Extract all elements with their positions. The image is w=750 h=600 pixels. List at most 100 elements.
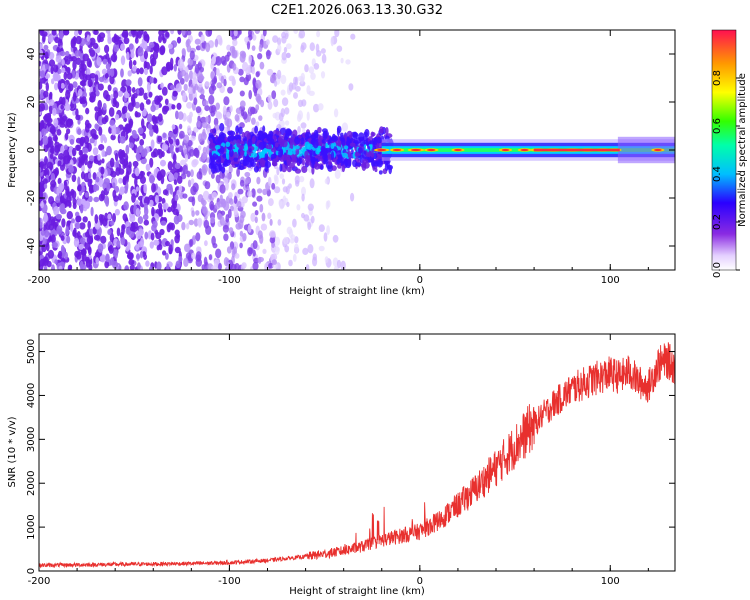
- noise-speckle: [204, 105, 210, 112]
- spectrogram-y-label: Frequency (Hz): [7, 112, 18, 188]
- noise-speckle: [345, 59, 351, 65]
- y-tick-label: 2000: [26, 470, 37, 495]
- noise-speckle: [316, 30, 321, 38]
- noise-speckle: [79, 237, 86, 245]
- noise-speckle: [309, 178, 315, 189]
- noise-speckle: [223, 96, 230, 106]
- noise-speckle: [256, 195, 263, 202]
- noise-speckle: [320, 48, 326, 54]
- noise-speckle: [158, 34, 163, 43]
- noise-speckle: [183, 83, 188, 92]
- noise-speckle: [44, 156, 48, 166]
- signal-speckle: [282, 139, 288, 148]
- noise-speckle: [220, 75, 225, 84]
- colorbar-label: Normalized spectral amplitude: [737, 73, 748, 227]
- noise-speckle: [170, 30, 174, 35]
- noise-speckle: [115, 167, 121, 176]
- noise-speckle: [85, 123, 90, 133]
- noise-speckle: [58, 182, 65, 191]
- noise-speckle: [143, 34, 150, 42]
- noise-speckle: [248, 247, 254, 255]
- signal-speckle: [214, 145, 221, 150]
- snr-plot-area: [39, 334, 675, 571]
- noise-speckle: [135, 243, 140, 251]
- noise-speckle: [71, 190, 77, 199]
- noise-speckle: [188, 196, 195, 203]
- noise-speckle: [310, 72, 316, 80]
- noise-speckle: [123, 201, 129, 211]
- noise-speckle: [128, 127, 132, 133]
- noise-speckle: [173, 179, 178, 186]
- noise-speckle: [126, 86, 132, 93]
- noise-speckle: [293, 76, 298, 85]
- y-tick-label: 1000: [26, 514, 37, 539]
- noise-speckle: [156, 173, 163, 181]
- noise-speckle: [313, 63, 320, 70]
- noise-speckle: [74, 222, 81, 230]
- noise-speckle: [245, 67, 251, 76]
- noise-speckle: [69, 222, 74, 232]
- noise-speckle: [293, 30, 299, 34]
- signal-speckle: [265, 144, 273, 150]
- noise-speckle: [267, 176, 272, 187]
- signal-speckle: [244, 143, 248, 151]
- noise-speckle: [236, 167, 241, 177]
- noise-speckle: [293, 92, 298, 99]
- noise-speckle: [135, 253, 141, 260]
- noise-speckle: [265, 39, 270, 46]
- noise-speckle: [145, 163, 151, 172]
- noise-speckle: [64, 50, 70, 57]
- noise-speckle: [150, 139, 155, 149]
- noise-speckle: [271, 182, 276, 190]
- noise-speckle: [110, 220, 115, 226]
- noise-speckle: [262, 30, 267, 37]
- noise-speckle: [155, 126, 159, 134]
- noise-speckle: [77, 128, 82, 136]
- noise-speckle: [252, 240, 258, 250]
- signal-speckle: [359, 138, 366, 147]
- noise-speckle: [128, 59, 133, 70]
- noise-speckle: [273, 98, 279, 108]
- noise-speckle: [144, 231, 149, 240]
- noise-speckle: [205, 42, 211, 53]
- noise-speckle: [98, 144, 105, 151]
- noise-speckle: [204, 181, 211, 190]
- noise-speckle: [66, 211, 74, 220]
- noise-speckle: [48, 59, 56, 67]
- noise-speckle: [104, 44, 110, 54]
- noise-speckle: [324, 256, 329, 263]
- noise-speckle: [159, 45, 166, 55]
- noise-speckle: [187, 87, 194, 94]
- noise-speckle: [178, 256, 183, 263]
- noise-speckle: [68, 118, 74, 126]
- noise-speckle: [228, 165, 233, 174]
- noise-speckle: [171, 104, 176, 110]
- noise-speckle: [81, 164, 85, 173]
- noise-speckle: [202, 100, 209, 106]
- noise-speckle: [199, 94, 205, 100]
- noise-speckle: [97, 154, 101, 161]
- noise-speckle: [334, 169, 341, 180]
- noise-speckle: [56, 129, 62, 136]
- noise-speckle: [43, 265, 48, 270]
- noise-speckle: [117, 90, 124, 97]
- noise-speckle: [248, 54, 252, 64]
- noise-speckle: [169, 138, 174, 145]
- noise-speckle: [88, 195, 93, 203]
- noise-speckle: [137, 77, 143, 87]
- noise-speckle: [251, 45, 256, 51]
- signal-hotspot-core: [520, 148, 529, 152]
- noise-speckle: [173, 64, 177, 72]
- signal-speckle: [229, 148, 234, 158]
- noise-speckle: [77, 119, 81, 125]
- noise-speckle: [43, 44, 49, 51]
- noise-speckle: [95, 176, 100, 183]
- noise-speckle: [188, 70, 194, 81]
- noise-speckle: [255, 104, 260, 111]
- noise-speckle: [268, 262, 274, 269]
- noise-speckle: [84, 155, 88, 166]
- noise-speckle: [194, 147, 199, 156]
- noise-speckle: [168, 247, 172, 255]
- signal-speckle: [365, 152, 372, 158]
